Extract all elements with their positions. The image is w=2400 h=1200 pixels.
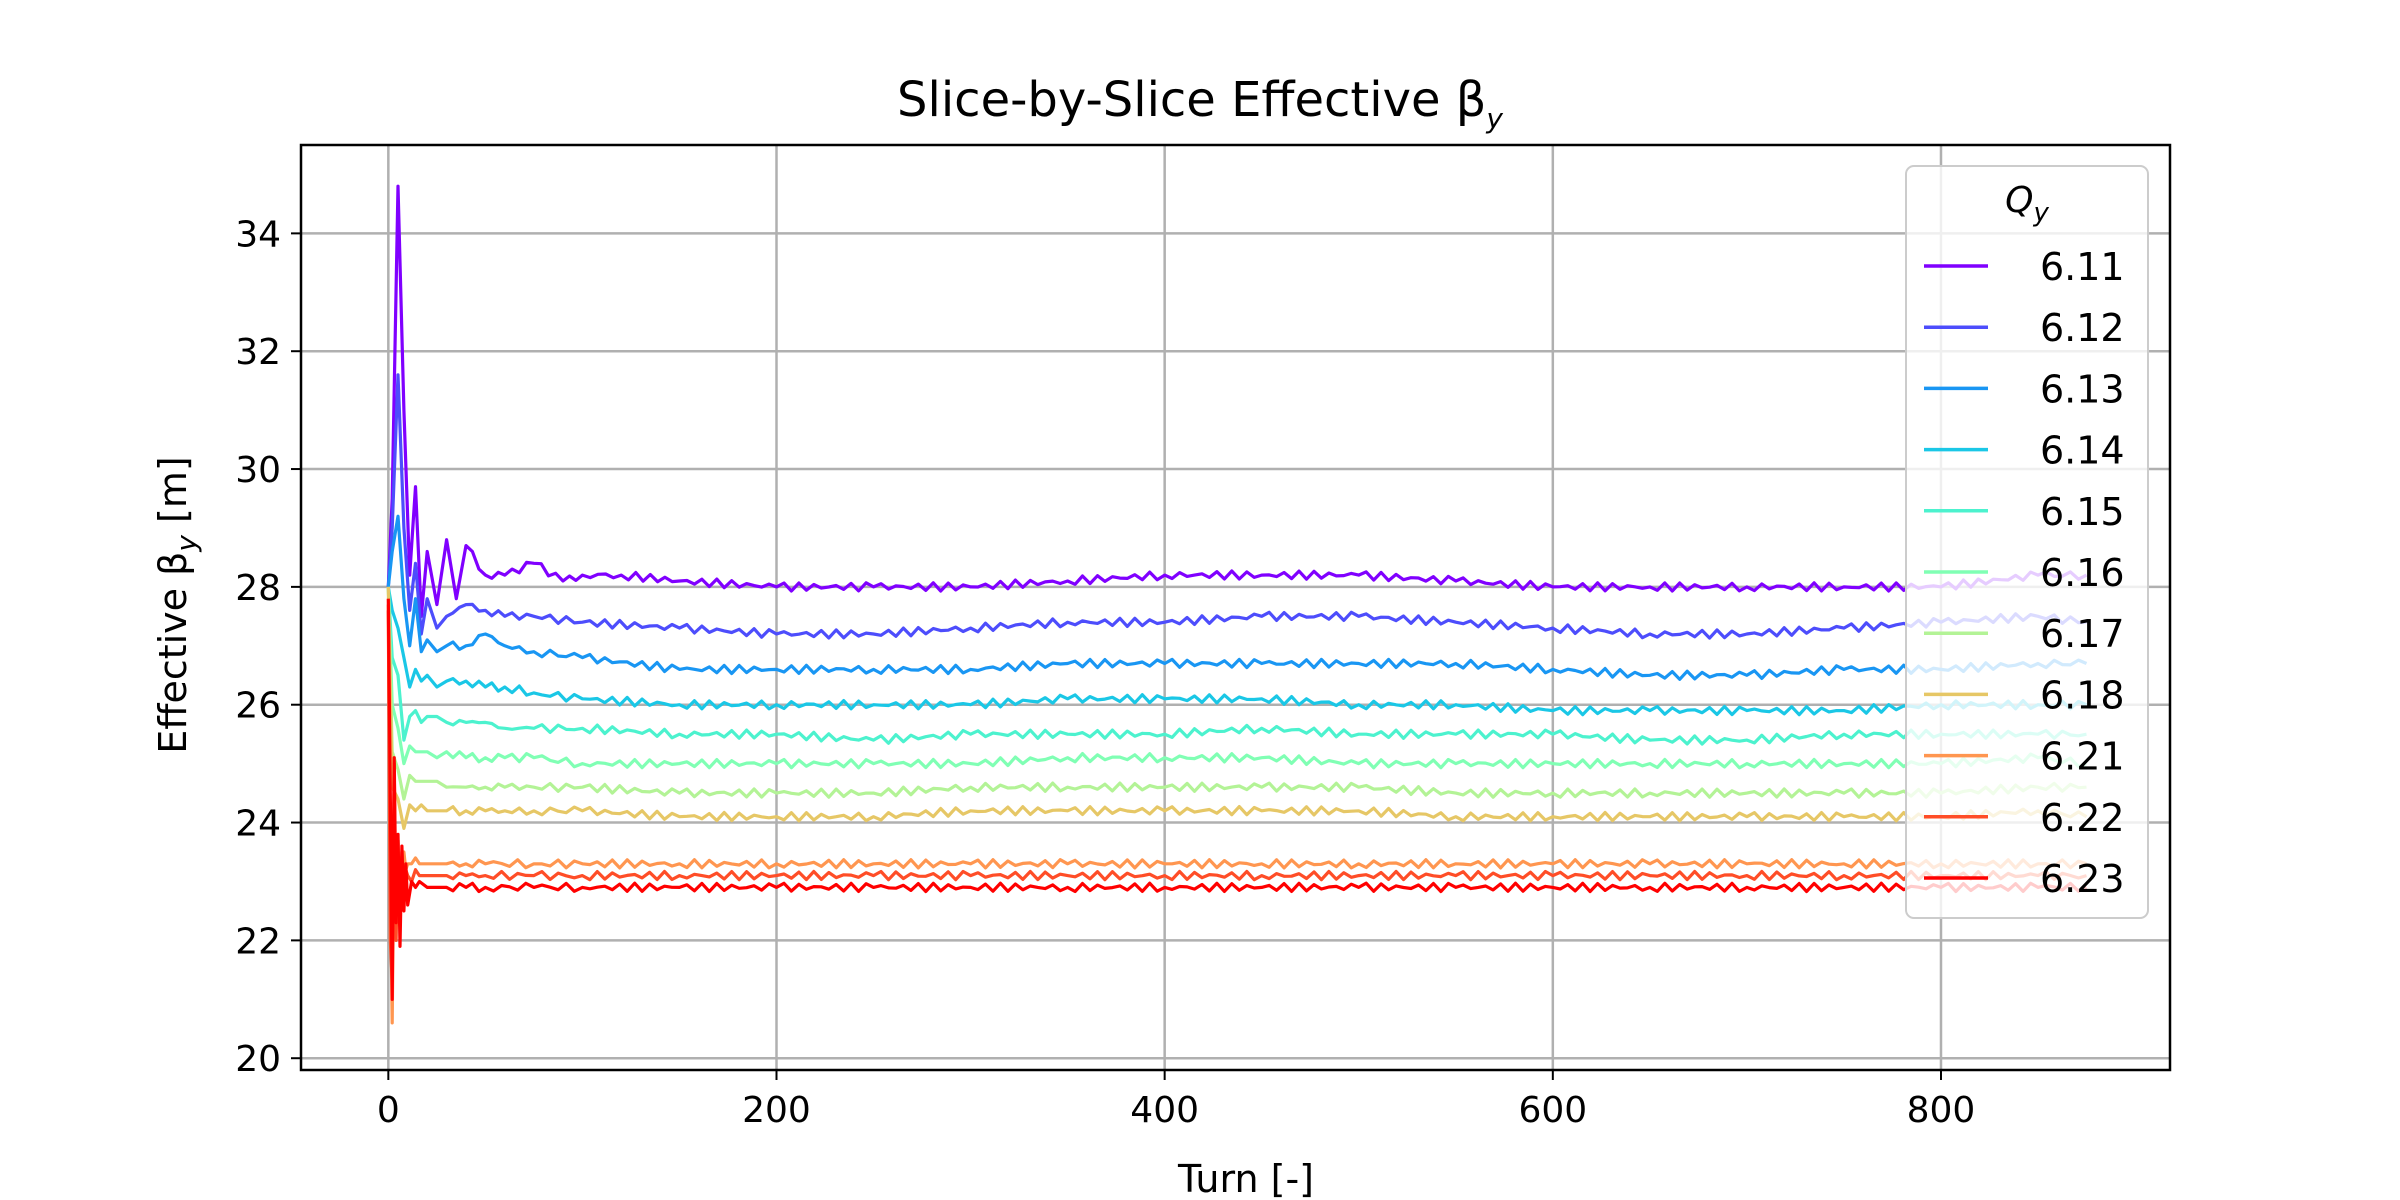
legend-label: 6.11	[2040, 245, 2125, 289]
chart-title: Slice-by-Slice Effective βy	[897, 72, 1503, 135]
series-lines	[386, 184, 2088, 1025]
legend: Qy 6.116.126.136.146.156.166.176.186.216…	[1905, 165, 2149, 919]
legend-label: 6.12	[2040, 306, 2125, 350]
legend-label: 6.18	[2040, 673, 2125, 717]
series-line-6.22	[386, 610, 2087, 984]
y-tick-label: 20	[235, 1039, 281, 1080]
legend-label: 6.22	[2040, 796, 2125, 840]
legend-label: 6.13	[2040, 367, 2125, 411]
series-line-6.11	[386, 184, 2088, 618]
legend-label: 6.17	[2040, 612, 2125, 656]
legend-label: 6.15	[2040, 490, 2125, 534]
x-axis-label: Turn [-]	[1177, 1157, 1314, 1200]
axis-ticks: 0 200 400 600 800 20 22 24 26 28 30 32 34	[235, 214, 1975, 1131]
legend-box	[1905, 165, 2149, 919]
y-tick-label: 30	[235, 450, 281, 491]
legend-title-text: Q	[2005, 180, 2033, 221]
legend-label: 6.23	[2040, 857, 2125, 901]
x-tick-label: 200	[742, 1090, 811, 1131]
x-tick-label: 600	[1518, 1090, 1587, 1131]
series-line-6.16	[386, 586, 2088, 770]
y-tick-label: 32	[235, 332, 281, 373]
x-tick-label: 800	[1907, 1090, 1976, 1131]
y-tick-label: 26	[235, 686, 281, 727]
y-tick-label: 28	[235, 568, 281, 609]
legend-title: Qy	[2005, 180, 2049, 228]
series-line-6.14	[386, 586, 2088, 717]
x-tick-label: 400	[1130, 1090, 1199, 1131]
chart-title-subscript: y	[1485, 102, 1503, 135]
x-tick-label: 0	[377, 1090, 400, 1131]
y-axis-label-subscript: y	[170, 535, 203, 553]
series-line-6.13	[386, 514, 2088, 681]
series-line-6.15	[386, 586, 2087, 746]
legend-label: 6.14	[2040, 429, 2125, 473]
y-axis-label-text: Effective β	[151, 552, 195, 754]
legend-title-subscript: y	[2032, 198, 2049, 228]
series-line-6.21	[386, 604, 2087, 1025]
legend-items: 6.11 6.12 6.13 6.14 6.15 6.16 6.17 6.18 6.21 6.22…	[1924, 245, 2125, 901]
series-line-6.17	[386, 586, 2087, 801]
legend-label: 6.16	[2040, 551, 2125, 595]
series-line-6.12	[386, 373, 2087, 640]
series-line-6.18	[386, 586, 2088, 830]
series-line-6.23	[386, 598, 2088, 1001]
plot-frame	[299, 143, 2172, 1072]
y-tick-label: 34	[235, 214, 281, 255]
y-tick-label: 24	[235, 804, 281, 845]
y-tick-label: 22	[235, 921, 281, 962]
legend-label: 6.21	[2040, 735, 2125, 779]
y-axis-label: Effective βy [m]	[151, 456, 203, 753]
y-axis-label-unit: [m]	[151, 456, 195, 523]
chart-title-text: Slice-by-Slice Effective β	[897, 72, 1486, 128]
y-axis-label-unit-space	[151, 523, 195, 535]
